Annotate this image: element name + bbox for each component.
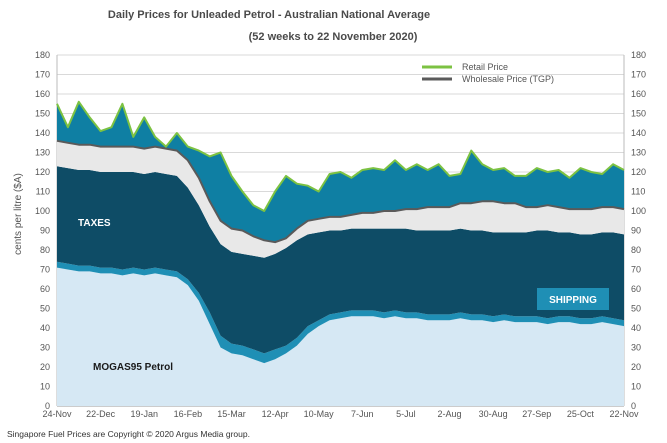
footnote: Singapore Fuel Prices are Copyright © 20…: [7, 429, 250, 439]
legend-wholesale-text: Wholesale Price (TGP): [462, 74, 554, 84]
series-lines: [56, 100, 625, 244]
y-tick-right-30: 30: [631, 343, 641, 353]
y-tick-left-120: 120: [35, 167, 50, 177]
y-tick-right-20: 20: [631, 362, 641, 372]
y-tick-left-20: 20: [40, 362, 50, 372]
wholesale-price-line: [56, 139, 625, 244]
y-tick-labels-left: 0 10 20 30 40 50 60 70 80 90 100 110 120 130 140 150 160…: [35, 50, 50, 411]
y-tick-right-90: 90: [631, 226, 641, 236]
y-tick-right-50: 50: [631, 304, 641, 314]
wholesale-gap-area: [57, 140, 624, 258]
chart-title: Daily Prices for Unleaded Petrol - Austr…: [108, 9, 430, 21]
x-tick-2-Aug: 2-Aug: [438, 409, 462, 419]
y-tick-right-40: 40: [631, 323, 641, 333]
y-tick-right-100: 100: [631, 206, 646, 216]
y-tick-left-110: 110: [36, 187, 50, 197]
y-tick-right-10: 10: [631, 382, 641, 392]
y-tick-left-30: 30: [40, 343, 50, 353]
y-tick-left-40: 40: [40, 323, 50, 333]
y-tick-left-80: 80: [40, 245, 50, 255]
shipping-area: [57, 261, 624, 364]
y-axis-label: cents per litre ($A): [13, 173, 24, 255]
y-tick-left-100: 100: [35, 206, 50, 216]
x-tick-27-Sep: 27-Sep: [522, 409, 551, 419]
x-tick-12-Apr: 12-Apr: [262, 409, 289, 419]
y-tick-right-0: 0: [631, 401, 636, 411]
x-tick-19-Jan: 19-Jan: [130, 409, 158, 419]
taxes-area: [57, 166, 624, 354]
x-tick-25-Oct: 25-Oct: [567, 409, 595, 419]
y-tick-right-150: 150: [631, 109, 646, 119]
shipping-label: SHIPPING: [549, 295, 597, 306]
y-tick-left-10: 10: [40, 382, 50, 392]
x-tick-22-Nov: 22-Nov: [609, 409, 639, 419]
shipping-label-box: [537, 288, 609, 310]
x-tick-labels: 24-Nov 22-Dec 19-Jan 16-Feb 15-Mar 12-Apr 10-M…: [42, 409, 639, 419]
y-tick-right-60: 60: [631, 284, 641, 294]
x-tick-22-Dec: 22-Dec: [86, 409, 116, 419]
y-tick-left-60: 60: [40, 284, 50, 294]
x-tick-16-Feb: 16-Feb: [174, 409, 203, 419]
y-tick-right-80: 80: [631, 245, 641, 255]
x-tick-30-Aug: 30-Aug: [479, 409, 508, 419]
legend-retail-text: Retail Price: [462, 62, 508, 72]
y-tick-right-140: 140: [631, 128, 646, 138]
y-tick-left-170: 170: [35, 70, 50, 80]
x-tick-7-Jun: 7-Jun: [351, 409, 374, 419]
x-tick-24-Nov: 24-Nov: [42, 409, 72, 419]
y-tick-left-140: 140: [35, 128, 50, 138]
legend: Retail Price Wholesale Price (TGP): [422, 62, 554, 84]
taxes-label: TAXES: [78, 218, 111, 229]
y-tick-labels-right: 0 10 20 30 40 50 60 70 80 90 100 110 120 130 140 150 160…: [631, 50, 646, 411]
y-tick-left-130: 130: [35, 148, 50, 158]
y-tick-right-170: 170: [631, 70, 646, 80]
y-tick-left-180: 180: [35, 50, 50, 60]
y-tick-left-160: 160: [35, 89, 50, 99]
x-tick-10-May: 10-May: [304, 409, 335, 419]
x-tick-5-Jul: 5-Jul: [396, 409, 416, 419]
chart-subtitle: (52 weeks to 22 November 2020): [249, 31, 418, 43]
y-tick-left-70: 70: [40, 265, 50, 275]
y-tick-right-70: 70: [631, 265, 641, 275]
x-tick-15-Mar: 15-Mar: [217, 409, 246, 419]
y-tick-left-90: 90: [40, 226, 50, 236]
y-tick-left-150: 150: [35, 109, 50, 119]
y-tick-right-130: 130: [631, 148, 646, 158]
y-tick-right-120: 120: [631, 167, 646, 177]
mogas-label: MOGAS95 Petrol: [93, 362, 173, 373]
y-tick-right-160: 160: [631, 89, 646, 99]
retail-price-line: [56, 100, 625, 212]
y-tick-left-0: 0: [45, 401, 50, 411]
fuel-area: [57, 267, 624, 406]
y-tick-right-180: 180: [631, 50, 646, 60]
y-tick-left-50: 50: [40, 304, 50, 314]
y-tick-right-110: 110: [631, 187, 645, 197]
